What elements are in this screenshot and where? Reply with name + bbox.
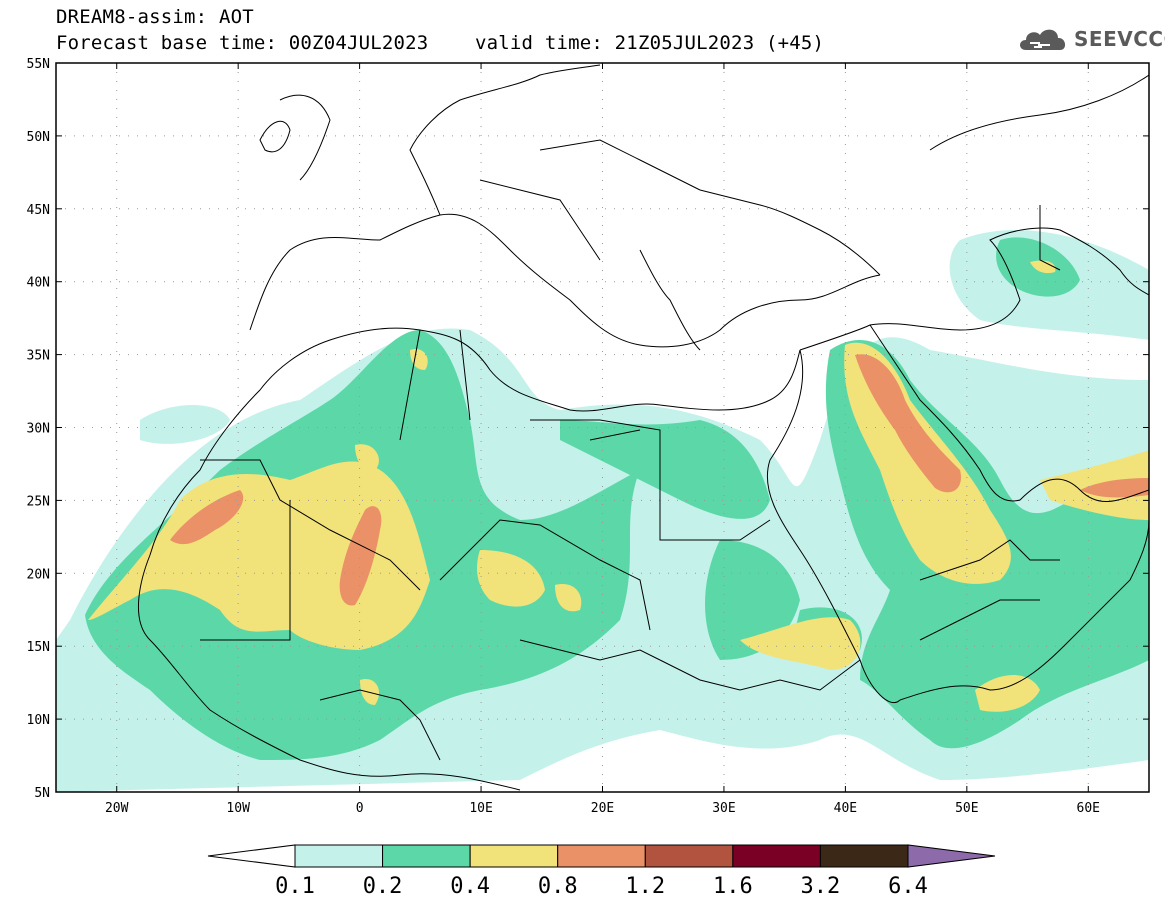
cloud-icon [1020,29,1066,50]
logo-text: SEEVCCC [1074,27,1165,51]
lat-tick-label: 20N [27,567,50,582]
colorbar-segment [294,844,384,868]
colorbar-label: 0.2 [363,874,403,899]
lat-tick-label: 15N [27,640,50,655]
lat-tick-label: 30N [27,422,50,437]
lat-tick-label: 35N [27,349,50,364]
colorbar-segment [469,844,559,868]
forecast-time-info: Forecast base time: 00Z04JUL2023 valid t… [56,32,825,54]
colorbar-label: 0.1 [275,874,315,899]
colorbar: 0.1 0.2 0.4 0.8 1.2 1.6 3.2 6.4 [207,844,996,899]
lat-tick-label: 55N [27,57,50,72]
lon-tick-label: 10W [226,801,250,816]
lat-tick-label: 5N [34,786,50,801]
lon-tick-label: 60E [1077,801,1100,816]
longitude-axis: 20W 10W 0 10E 20E 30E 40E 50E 60E [105,63,1100,816]
lat-tick-label: 25N [27,494,50,509]
latitude-axis: 55N 50N 45N 40N 35N 30N 25N 20N 15N 10N 5N [27,57,1149,801]
lon-tick-label: 50E [955,801,978,816]
colorbar-over-triangle [907,844,996,868]
lat-tick-label: 45N [27,203,50,218]
map-title: DREAM8-assim: AOT [56,6,254,28]
colorbar-label: 6.4 [888,874,928,899]
aot-field [56,230,1149,792]
lon-tick-label: 40E [834,801,857,816]
coastlines [137,64,1149,791]
colorbar-segment [557,844,646,868]
colorbar-segment [644,844,734,868]
lat-tick-label: 40N [27,276,50,291]
colorbar-label: 0.4 [450,874,490,899]
lon-tick-label: 20W [105,801,129,816]
colorbar-label: 1.2 [625,874,665,899]
lon-tick-label: 10E [469,801,492,816]
colorbar-label: 1.6 [713,874,753,899]
lon-tick-label: 30E [712,801,735,816]
colorbar-label: 3.2 [801,874,841,899]
seevccc-logo: SEEVCCC [1016,22,1165,56]
colorbar-label: 0.8 [538,874,578,899]
colorbar-under-triangle [207,844,296,868]
lat-tick-label: 50N [27,130,50,145]
colorbar-segment [382,844,471,868]
lat-tick-label: 10N [27,713,50,728]
colorbar-segment [732,844,821,868]
lon-tick-label: 0 [356,801,364,816]
colorbar-segment [819,844,909,868]
lon-tick-label: 20E [591,801,614,816]
